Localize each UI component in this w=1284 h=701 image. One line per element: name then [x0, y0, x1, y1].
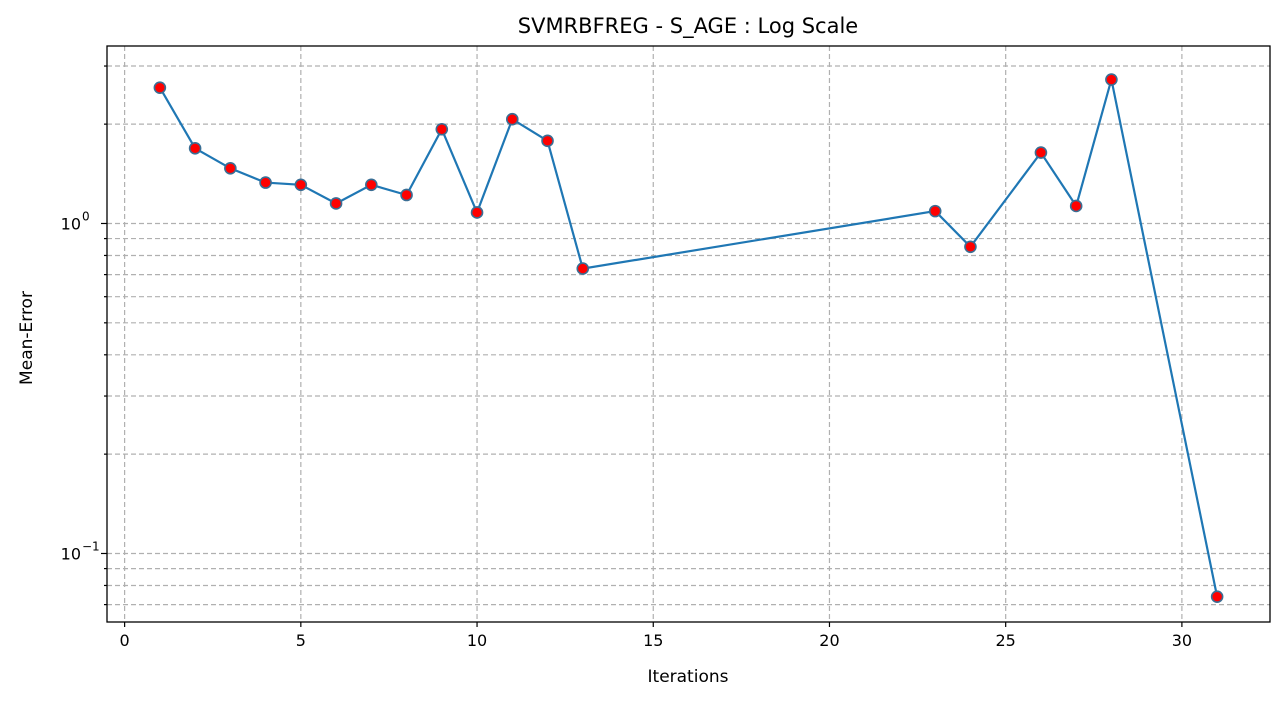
x-tick-label: 30 [1172, 631, 1192, 650]
data-point [470, 206, 484, 219]
data-point [964, 240, 977, 254]
y-tick-label: 10 [61, 214, 81, 233]
x-tick-label: 15 [643, 631, 663, 650]
data-point [365, 178, 378, 192]
y-axis-label: Mean-Error [17, 291, 37, 385]
x-tick-label: 5 [296, 631, 306, 650]
y-tick-label-base: 10 [61, 544, 81, 563]
x-tick-label: 10 [467, 631, 487, 650]
data-point [329, 197, 343, 210]
data-point [153, 81, 167, 94]
y-tick-label-base: 10 [61, 214, 81, 233]
x-axis-label: Iterations [648, 667, 729, 687]
data-point [1105, 73, 1118, 86]
series-layer [153, 73, 1224, 603]
data-point [224, 161, 237, 175]
data-point [1069, 199, 1083, 213]
data-point [541, 134, 554, 148]
plot-frame [106, 45, 1271, 623]
y-tick-label: 10 [61, 544, 81, 563]
series-line [158, 79, 1219, 597]
data-point [294, 178, 308, 192]
data-point [259, 176, 272, 189]
grid [107, 46, 1270, 622]
data-point [928, 204, 942, 218]
chart-title: SVMRBFREG - S_AGE : Log Scale [518, 14, 858, 39]
data-point [505, 112, 519, 126]
data-point [576, 262, 590, 275]
data-point [1210, 590, 1224, 603]
y-tick-label-exponent: 0 [82, 209, 90, 223]
data-point [400, 188, 413, 202]
x-tick-label: 25 [996, 631, 1016, 650]
data-point [188, 141, 202, 155]
data-point [1034, 146, 1048, 159]
x-tick-label: 0 [120, 631, 130, 650]
y-tick-label-exponent: −1 [82, 539, 100, 553]
data-point [435, 122, 449, 136]
x-tick-label: 20 [819, 631, 839, 650]
